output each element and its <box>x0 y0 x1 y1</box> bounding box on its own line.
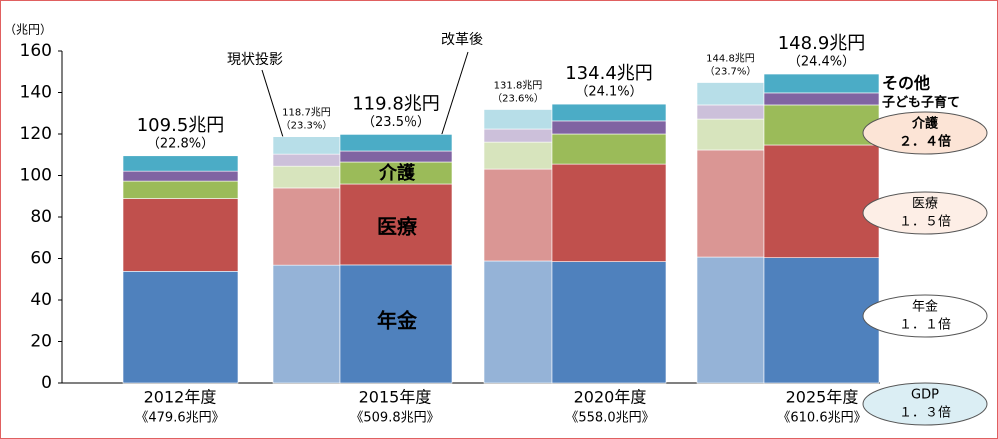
y-tick-label: 20 <box>30 332 52 352</box>
projected-segment <box>696 149 765 258</box>
bar-segment <box>763 257 880 384</box>
x-tick-label: 2015年度 <box>359 388 432 407</box>
bar-segment <box>122 271 239 384</box>
projected-segment <box>483 128 553 143</box>
bar-segment <box>551 103 667 122</box>
y-tick-label: 0 <box>41 373 52 393</box>
x-tick-label: 2025年度 <box>786 388 859 407</box>
callout-line <box>439 51 469 141</box>
share-label: （23.5％） <box>362 115 430 130</box>
bar-segment <box>122 155 239 172</box>
bar-segment <box>551 133 667 165</box>
growth-label: 介護 <box>911 116 939 132</box>
projected-total-label: 144.8兆円 <box>706 53 755 65</box>
projected-segment <box>696 104 765 120</box>
y-tick-label: 120 <box>20 124 52 144</box>
y-tick-label: 140 <box>20 83 52 103</box>
gdp-label: 《558.0兆円》 <box>565 411 654 426</box>
growth-ratio: ２．４倍 <box>899 134 951 150</box>
series-name: 年金 <box>377 309 418 333</box>
y-tick-label: 80 <box>30 207 52 227</box>
growth-ellipse <box>862 111 988 155</box>
projected-segment <box>696 82 765 106</box>
projected-segment <box>483 168 553 262</box>
growth-ratio: １．１倍 <box>899 318 951 333</box>
bar-segment <box>763 104 880 146</box>
y-tick-label: 160 <box>20 41 52 61</box>
reform-callout: 改革後 <box>441 32 483 48</box>
bar-segment <box>122 180 239 199</box>
gdp-label: 《479.6兆円》 <box>135 411 224 426</box>
projected-segment <box>696 118 765 151</box>
bar-segment <box>763 144 880 258</box>
growth-label: GDP <box>911 388 939 403</box>
total-label: 134.4兆円 <box>565 63 653 84</box>
x-tick-label: 2020年度 <box>574 388 647 407</box>
series-name: 子ども子育て <box>882 95 960 111</box>
projected-share-label: （23.6%） <box>492 93 544 105</box>
y-unit: （兆円） <box>4 23 52 37</box>
bar-segment <box>339 264 453 384</box>
share-label: （22.8%） <box>147 136 214 151</box>
bar-segment <box>122 198 239 272</box>
y-tick-label: 40 <box>30 290 52 310</box>
growth-label: 年金 <box>912 299 938 315</box>
series-name: 介護 <box>378 162 416 184</box>
bar-segment <box>339 150 453 163</box>
bar-segment <box>551 163 667 262</box>
gdp-label: 《509.8兆円》 <box>350 411 439 426</box>
total-label: 109.5兆円 <box>137 115 225 136</box>
growth-ellipse <box>862 191 988 235</box>
y-tick-label: 100 <box>20 166 52 186</box>
projected-segment <box>483 109 553 130</box>
projected-segment <box>272 264 341 384</box>
bar-segment <box>122 170 239 182</box>
x-tick-label: 2012年度 <box>144 388 217 407</box>
bar-segment <box>339 183 453 266</box>
projected-segment <box>272 136 341 155</box>
bar-segment <box>763 92 880 106</box>
y-tick-label: 60 <box>30 249 52 269</box>
growth-ratio: １．３倍 <box>899 406 951 421</box>
projected-segment <box>483 141 553 170</box>
total-label: 148.9兆円 <box>778 33 866 54</box>
series-name: その他 <box>882 74 930 93</box>
projected-share-label: （23.7%） <box>705 66 757 78</box>
projected-segment <box>272 165 341 189</box>
growth-ellipse <box>862 294 988 338</box>
growth-ellipse <box>862 382 988 426</box>
projected-segment <box>272 187 341 266</box>
gdp-label: 《610.6兆円》 <box>777 411 866 426</box>
projected-segment <box>483 260 553 384</box>
projected-total-label: 118.7兆円 <box>282 107 331 119</box>
projected-total-label: 131.8兆円 <box>494 80 543 92</box>
bar-segment <box>763 73 880 94</box>
bar-segment <box>339 134 453 152</box>
growth-ratio: １．５倍 <box>899 215 951 230</box>
projected-segment <box>696 256 765 384</box>
series-name: 医療 <box>377 215 417 239</box>
bar-segment <box>551 261 667 384</box>
bar-segment <box>551 120 667 135</box>
total-label: 119.8兆円 <box>352 93 440 114</box>
projected-share-label: （23.3%） <box>281 120 333 132</box>
share-label: （24.4%） <box>788 55 855 70</box>
projection-callout: 現状投影 <box>227 52 283 68</box>
projected-segment <box>272 153 341 167</box>
share-label: （24.1%） <box>575 85 642 100</box>
growth-label: 医療 <box>912 197 938 212</box>
